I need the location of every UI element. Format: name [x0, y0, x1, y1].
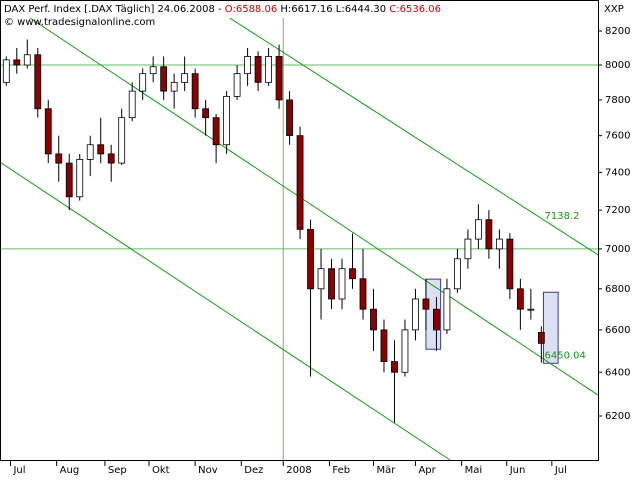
x-tick-label: Jul — [12, 465, 25, 476]
candle-body — [149, 66, 157, 75]
candle-body — [139, 73, 147, 92]
candle-body — [76, 159, 84, 198]
x-tick-label: Jun — [509, 465, 526, 476]
candle-body — [359, 278, 367, 310]
candle-body — [537, 332, 545, 344]
x-tick-label: Nov — [198, 465, 218, 476]
copyright: © www.tradesignalonline.com — [4, 17, 155, 28]
x-tick-label: Mai — [465, 465, 483, 476]
candle-body — [401, 329, 409, 373]
candle-body — [433, 308, 440, 331]
candle-body — [495, 238, 503, 250]
candle-body — [223, 95, 231, 146]
candle-body — [34, 54, 42, 110]
y-tick-label: 6400 — [605, 367, 630, 378]
header-part: H:6617.16 L:6444.30 — [277, 4, 389, 15]
candle-body — [485, 219, 493, 250]
header-part: O:6588.06 — [225, 4, 277, 15]
candle-body — [160, 66, 168, 92]
candle-body — [317, 268, 325, 290]
y-tick-label: 7800 — [605, 95, 630, 106]
y-tick-label: 6600 — [605, 325, 630, 336]
candle-body — [338, 268, 346, 300]
x-tick-label: Aug — [60, 465, 80, 476]
candle-body — [380, 329, 388, 362]
candle-body — [191, 73, 199, 110]
candle-body — [128, 90, 136, 119]
x-tick-label: Apr — [418, 465, 436, 476]
y-tick-label: 6800 — [605, 284, 630, 295]
channel-line — [229, 17, 599, 256]
candle-body — [107, 153, 115, 164]
candle-body — [212, 117, 220, 146]
candle-body — [170, 81, 178, 92]
candle-body — [23, 54, 31, 66]
candle-body — [2, 59, 10, 83]
candle-body — [55, 153, 63, 164]
x-tick-label: Okt — [152, 465, 170, 476]
x-tick-label: Mär — [376, 465, 396, 476]
candle-body — [65, 162, 73, 198]
candle-body — [349, 268, 356, 280]
header-part: C:6536.06 — [389, 4, 441, 15]
candle-body — [412, 298, 419, 331]
candle-body — [370, 308, 377, 331]
y-tick-label: 7000 — [605, 244, 630, 255]
candle-body — [13, 59, 21, 66]
candle-body — [202, 108, 210, 119]
candle-body — [118, 117, 126, 164]
plot-area — [0, 17, 599, 461]
candle-body — [286, 99, 293, 137]
y-tick-label: 7200 — [605, 205, 630, 216]
candle-body — [443, 288, 451, 331]
candle-body — [296, 135, 304, 230]
candle-body — [391, 361, 398, 373]
candle-body — [454, 258, 461, 290]
y-tick-label: 7600 — [605, 131, 630, 142]
candle-body — [328, 268, 335, 300]
candle-body — [181, 73, 189, 83]
y-tick-label: 6200 — [605, 411, 630, 422]
candle-body — [527, 308, 535, 311]
candle-body — [244, 56, 251, 75]
plot-frame — [0, 0, 599, 461]
x-tick-label: 2008 — [286, 465, 311, 476]
candle-body — [422, 298, 430, 310]
channel-line — [0, 161, 451, 461]
chart-header: DAX Perf. Index [.DAX Täglich] 24.06.200… — [4, 4, 441, 15]
candle-body — [254, 56, 262, 83]
candle-body — [474, 219, 482, 240]
y-tick-label: 8000 — [605, 60, 630, 71]
candle-body — [506, 238, 514, 290]
candle-body — [233, 73, 241, 97]
candle-body — [97, 144, 105, 155]
candle-body — [275, 56, 283, 101]
y-tick-label: 7400 — [605, 167, 630, 178]
candle-body — [86, 144, 94, 160]
y-tick-label: 8200 — [605, 26, 630, 37]
x-tick-label: Feb — [332, 465, 350, 476]
header-part: DAX Perf. Index [.DAX Täglich] 24.06.200… — [4, 4, 225, 15]
price-annotation: 6450.04 — [544, 351, 585, 362]
x-tick-label: Jul — [554, 465, 567, 476]
x-tick-label: Dez — [244, 465, 263, 476]
corner-label: XXP — [604, 4, 624, 15]
candle-body — [265, 56, 272, 83]
candle-body — [464, 238, 472, 260]
x-tick-label: Sep — [108, 465, 127, 476]
channel-line — [29, 17, 599, 396]
candle-body — [516, 288, 524, 310]
candle-body — [307, 228, 314, 290]
candle-body — [44, 108, 52, 155]
price-annotation: 7138.2 — [544, 211, 579, 222]
